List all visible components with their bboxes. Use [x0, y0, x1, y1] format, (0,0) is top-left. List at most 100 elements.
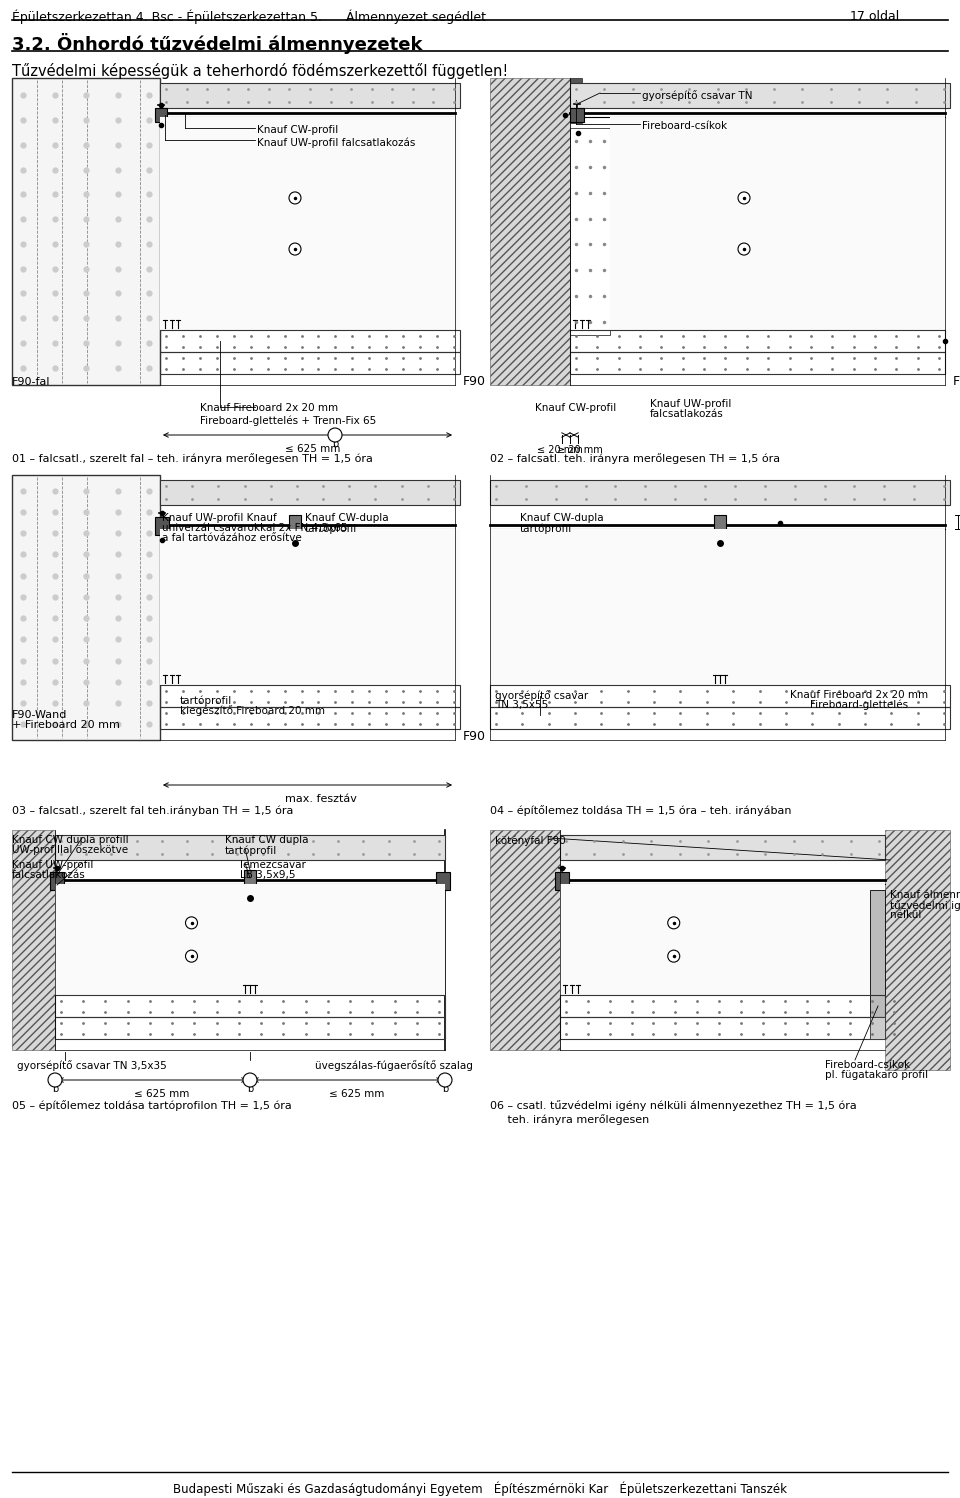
Bar	[160, 685, 460, 707]
Text: 17.oldal: 17.oldal	[850, 10, 900, 22]
Bar	[160, 117, 460, 330]
Text: nélkül: nélkül	[890, 909, 922, 920]
Text: F90-fal: F90-fal	[12, 377, 51, 386]
Bar	[55, 834, 445, 860]
Bar	[55, 884, 445, 995]
Text: ≤ 625 mm: ≤ 625 mm	[329, 1089, 384, 1100]
Bar	[12, 78, 160, 385]
Bar	[570, 108, 584, 121]
Circle shape	[328, 428, 342, 442]
Text: tartóprofil: tartóprofil	[225, 845, 277, 855]
Circle shape	[48, 1073, 62, 1088]
Bar	[570, 352, 945, 374]
Bar	[870, 1017, 885, 1040]
Text: 01 – falcsatl., szerelt fal – teh. irányra merőlegesen TH = 1,5 óra: 01 – falcsatl., szerelt fal – teh. irány…	[12, 452, 372, 464]
Text: Fireboard-glettelés + Trenn-Fix 65: Fireboard-glettelés + Trenn-Fix 65	[200, 415, 376, 425]
Text: b: b	[52, 1085, 59, 1094]
Text: tartóprofil: tartóprofil	[180, 695, 232, 706]
Text: 02 – falcsatl. teh. irányra merőlegesen TH = 1,5 óra: 02 – falcsatl. teh. irányra merőlegesen …	[490, 452, 780, 464]
Text: Fireboard-csíkok: Fireboard-csíkok	[825, 1061, 910, 1070]
Bar	[870, 890, 885, 1017]
Circle shape	[438, 1073, 452, 1088]
Bar	[12, 830, 55, 1050]
Text: LB 3,5x9,5: LB 3,5x9,5	[240, 870, 296, 879]
Text: kötényfal F90: kötényfal F90	[495, 834, 565, 845]
Bar	[560, 834, 885, 860]
Bar	[490, 707, 950, 730]
Text: falcsatlakozás: falcsatlakozás	[12, 870, 85, 879]
Bar	[560, 995, 885, 1017]
Bar	[436, 872, 450, 890]
Bar	[490, 78, 570, 385]
Bar	[714, 515, 726, 539]
Text: 03 – falcsatl., szerelt fal teh.irányban TH = 1,5 óra: 03 – falcsatl., szerelt fal teh.irányban…	[12, 804, 294, 815]
Text: Knauf CW-profil: Knauf CW-profil	[257, 124, 338, 135]
Text: F90-Wand: F90-Wand	[12, 710, 67, 721]
Bar	[490, 685, 950, 707]
Circle shape	[738, 192, 750, 204]
Circle shape	[243, 1073, 257, 1088]
Bar	[160, 479, 460, 505]
Text: Knauf CW-profil: Knauf CW-profil	[535, 403, 616, 413]
Circle shape	[289, 192, 301, 204]
Text: ≤ 20 mm: ≤ 20 mm	[538, 445, 583, 455]
Bar	[610, 117, 945, 330]
Bar	[289, 515, 301, 539]
Bar	[160, 82, 460, 108]
Bar	[155, 517, 169, 535]
Text: Fireboard-glettelés: Fireboard-glettelés	[810, 700, 908, 710]
Text: Knauf CW-dupla: Knauf CW-dupla	[520, 512, 604, 523]
Bar	[560, 1017, 885, 1040]
Text: Knauf CW-dupla: Knauf CW-dupla	[305, 512, 389, 523]
Bar	[55, 1017, 445, 1040]
Bar	[555, 872, 569, 890]
Text: Knauf álmennyezet: Knauf álmennyezet	[890, 890, 960, 900]
Text: pl. fügatakaró profil: pl. fügatakaró profil	[825, 1070, 928, 1080]
Text: tűzvédelmi igény: tűzvédelmi igény	[890, 900, 960, 911]
Text: Knauf CW dupla: Knauf CW dupla	[225, 834, 308, 845]
Text: gyorsépítő csavar: gyorsépítő csavar	[495, 691, 588, 701]
Bar	[570, 127, 610, 336]
Text: üvegszálas-fúgaerősítő szalag: üvegszálas-fúgaerősítő szalag	[315, 1061, 473, 1071]
Circle shape	[289, 243, 301, 255]
Text: Knauf Fireboard 2x 20 mm: Knauf Fireboard 2x 20 mm	[200, 403, 338, 413]
Text: TN 3,5x55: TN 3,5x55	[495, 700, 548, 710]
Text: 06 – csatl. tűzvédelmi igény nélküli álmennyezethez TH = 1,5 óra
     teh. irány: 06 – csatl. tűzvédelmi igény nélküli álm…	[490, 1100, 856, 1125]
Bar	[570, 82, 950, 108]
Bar	[155, 108, 167, 121]
Bar	[885, 830, 950, 1070]
Text: Épületszerkezettan 4. Bsc - Épületszerkezettan 5.      Álmennyezet segédlet: Épületszerkezettan 4. Bsc - Épületszerke…	[12, 10, 486, 24]
Text: ≤ 625 mm: ≤ 625 mm	[285, 443, 341, 454]
Text: gyorsépítő csavar TN: gyorsépítő csavar TN	[642, 90, 753, 100]
Bar	[160, 707, 460, 730]
Text: Knauf Fireboard 2x 20 mm: Knauf Fireboard 2x 20 mm	[790, 691, 928, 700]
Text: + Fireboard 20 mm: + Fireboard 20 mm	[12, 721, 120, 730]
Text: tartóprofil: tartóprofil	[520, 523, 572, 533]
Text: F90: F90	[463, 374, 486, 388]
Bar	[570, 78, 582, 123]
Text: univerzál csavarokkal 2x FN 4,3x65: univerzál csavarokkal 2x FN 4,3x65	[162, 523, 348, 533]
Text: b: b	[332, 439, 338, 449]
Bar	[244, 870, 256, 894]
Bar	[12, 78, 160, 385]
Text: lemezcsavar: lemezcsavar	[240, 860, 306, 870]
Text: b: b	[247, 1085, 253, 1094]
Bar	[490, 830, 560, 1050]
Circle shape	[185, 950, 198, 962]
Text: max. fesztáv: max. fesztáv	[285, 794, 357, 804]
Circle shape	[668, 917, 680, 929]
Text: Knauf UW-profil falcsatlakozás: Knauf UW-profil falcsatlakozás	[257, 136, 416, 147]
Text: kiegészítő Fireboard 20 mm: kiegészítő Fireboard 20 mm	[180, 706, 325, 716]
Bar	[12, 475, 160, 740]
Text: Knauf UW-profil: Knauf UW-profil	[12, 860, 93, 870]
Bar	[50, 872, 64, 890]
Text: b: b	[442, 1085, 448, 1094]
Text: 3.2. Önhordó tűzvédelmi álmennyezetek: 3.2. Önhordó tűzvédelmi álmennyezetek	[12, 33, 422, 54]
Bar	[490, 479, 950, 505]
Text: 05 – építőlemez toldása tartóprofilon TH = 1,5 óra: 05 – építőlemez toldása tartóprofilon TH…	[12, 1100, 292, 1112]
Text: 04 – építőlemez toldása TH = 1,5 óra – teh. irányában: 04 – építőlemez toldása TH = 1,5 óra – t…	[490, 804, 791, 816]
Bar	[55, 995, 445, 1017]
Text: ≤ 625 mm: ≤ 625 mm	[134, 1089, 189, 1100]
Text: tartóprofil: tartóprofil	[305, 523, 357, 533]
Text: Tűzvédelmi képességük a teherhordó födémszerkezettől független!: Tűzvédelmi képességük a teherhordó födém…	[12, 63, 508, 79]
